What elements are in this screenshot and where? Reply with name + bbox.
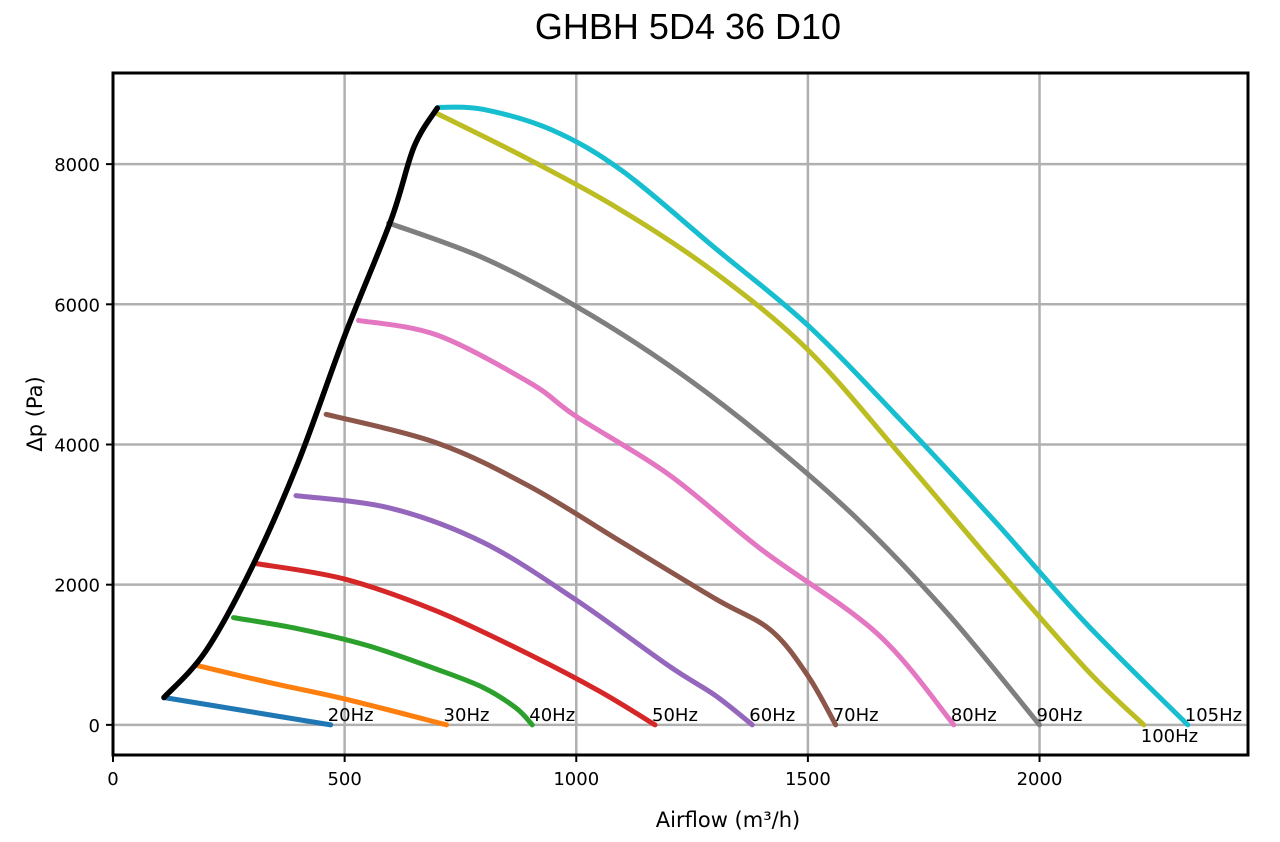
y-tick-label: 0 <box>89 716 100 737</box>
series-line-40hz <box>230 615 535 728</box>
series-lines <box>161 104 1191 728</box>
series-labels: 20Hz 30Hz 40Hz 50Hz 60Hz 70Hz 80Hz 90Hz 100Hz105… <box>328 705 1242 747</box>
series-label-80hz: 80Hz <box>951 705 997 726</box>
series-line-90hz <box>386 220 1043 728</box>
operating-limit-line <box>161 105 441 701</box>
y-tick-label: 6000 <box>54 295 100 316</box>
series-line-70hz <box>323 411 839 728</box>
x-tick-label: 0 <box>107 769 118 790</box>
y-tick-label: 4000 <box>54 435 100 456</box>
series-label-20hz: 20Hz <box>328 705 374 726</box>
series-line-30hz <box>193 662 450 728</box>
x-tick-label: 2000 <box>1017 769 1063 790</box>
series-line-80hz <box>356 317 957 728</box>
y-tick-label: 2000 <box>54 576 100 597</box>
series-label-70hz: 70Hz <box>833 705 879 726</box>
x-axis-label: Airflow (m³/h) <box>656 808 800 832</box>
y-axis-label: Δp (Pa) <box>23 376 47 451</box>
series-label-50hz: 50Hz <box>652 705 698 726</box>
x-tick-label: 500 <box>327 769 361 790</box>
series-label-30hz: 30Hz <box>444 705 490 726</box>
series-label-40hz: 40Hz <box>529 705 575 726</box>
grid-lines <box>111 73 1248 755</box>
y-tick-label: 8000 <box>54 155 100 176</box>
series-label-100hz: 100Hz <box>1141 726 1198 747</box>
series-line-60hz <box>293 493 755 728</box>
series-line-105hz <box>437 104 1191 728</box>
plot-frame <box>111 71 1250 757</box>
axis-ticks: 0 500 1000 1500 2000 0 2000 4000 6000 8000 <box>54 155 1062 790</box>
series-line-100hz <box>434 111 1147 728</box>
series-line-20hz <box>161 695 334 728</box>
series-label-60hz: 60Hz <box>749 705 795 726</box>
chart-title: GHBH 5D4 36 D10 <box>534 6 842 47</box>
x-tick-label: 1500 <box>785 769 831 790</box>
series-line-50hz <box>254 561 658 728</box>
series-label-105hz: 105Hz <box>1185 705 1242 726</box>
series-label-90hz: 90Hz <box>1037 705 1083 726</box>
x-tick-label: 1000 <box>553 769 599 790</box>
